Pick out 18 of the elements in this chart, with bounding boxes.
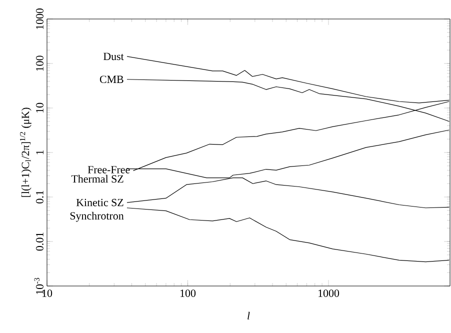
- y-tick-label: 10: [36, 102, 44, 113]
- series-label: Dust: [103, 52, 124, 60]
- series-label: CMB: [100, 76, 124, 84]
- y-tick-label: 0.01: [36, 232, 44, 251]
- x-tick-label: 10: [42, 290, 52, 297]
- series-label: Thermal SZ: [71, 174, 124, 183]
- x-tick-label: 100: [180, 290, 196, 297]
- series-label: Synchrotron: [70, 212, 124, 222]
- series-label: Kinetic SZ: [76, 198, 124, 206]
- x-tick-label: 1000: [318, 290, 340, 297]
- series-label: Free-Free: [88, 166, 130, 174]
- y-tick-label: 1000: [36, 8, 44, 29]
- y-tick-label: 0.1: [36, 190, 44, 204]
- y-tick-label: 100: [36, 56, 44, 71]
- x-axis-title: l: [248, 312, 250, 320]
- y-tick-label: 10$^{-3}$: [34, 278, 44, 294]
- y-tick-label: 1: [36, 150, 44, 154]
- y-axis-title: [l(l+1)C$_{l}$/2π]$^{1/2}$ (μK): [20, 108, 32, 197]
